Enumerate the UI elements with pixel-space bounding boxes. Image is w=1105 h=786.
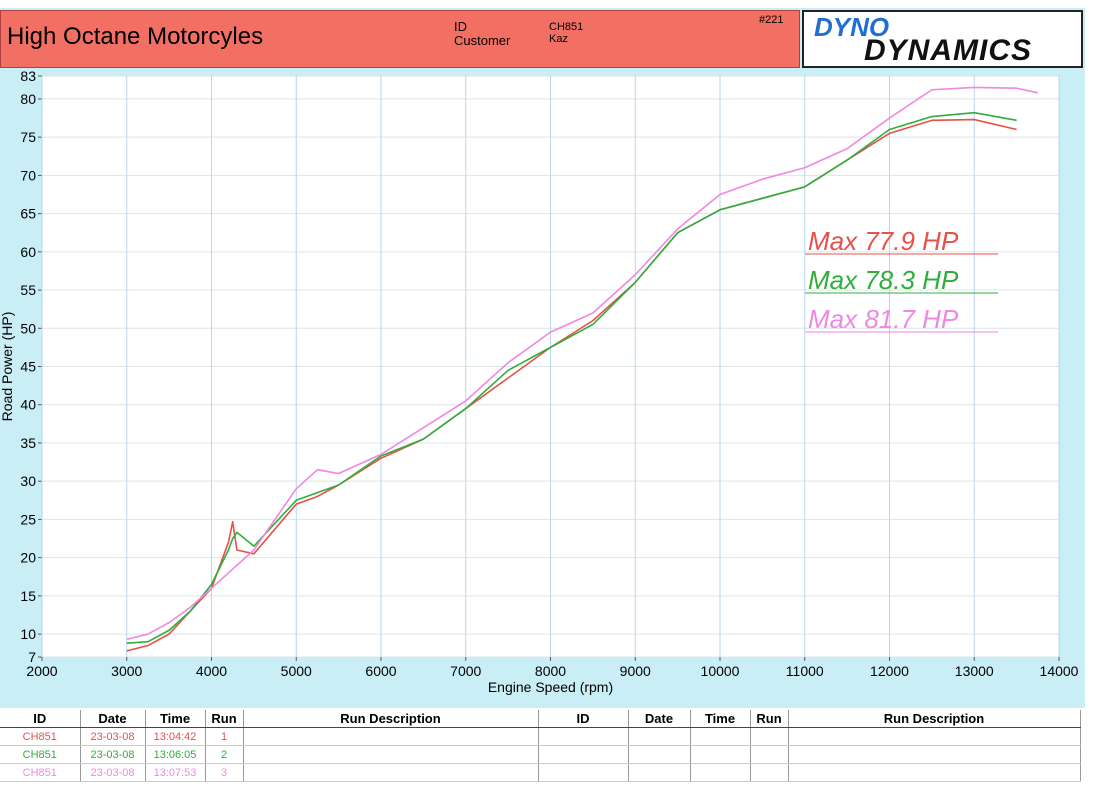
table-row: CH851 23-03-08 13:06:05 2 [0,745,1081,764]
logo-top: DYNO [814,12,890,42]
max-annotation: Max 77.9 HP [808,226,959,256]
column-header: Run [205,710,244,728]
y-tick-label: 30 [20,473,36,489]
y-tick-label: 70 [20,167,36,183]
x-tick-label: 4000 [196,663,227,679]
table-cell [628,727,691,746]
column-header: Date [80,710,146,728]
y-tick-label: 40 [20,397,36,413]
x-tick-label: 8000 [535,663,566,679]
x-axis-label: Engine Speed (rpm) [488,679,613,695]
x-tick-label: 6000 [365,663,396,679]
column-header: Run Description [243,710,539,728]
table-cell: CH851 [0,727,81,746]
table-cell [750,727,789,746]
y-tick-label: 75 [20,129,36,145]
logo: DYNO DYNAMICS [802,10,1083,68]
column-header: Run [750,710,789,728]
x-tick-label: 12000 [870,663,909,679]
y-tick-label: 50 [20,320,36,336]
x-tick-label: 10000 [701,663,740,679]
record-number: #221 [759,14,784,26]
x-tick-label: 13000 [955,663,994,679]
y-tick-label: 55 [20,282,36,298]
table-cell: 13:06:05 [145,745,206,764]
table-cell [628,745,691,764]
table-cell [788,763,1081,782]
x-tick-label: 11000 [786,663,824,679]
y-tick-label: 65 [20,206,36,222]
table-cell [750,745,789,764]
table-cell [243,745,539,764]
column-header: Time [690,710,751,728]
table-cell [243,763,539,782]
x-tick-label: 7000 [450,663,481,679]
y-axis-label: Road Power (HP) [0,312,15,422]
run-table: ID Date Time Run Run Description ID Date Time Ru… [0,710,1081,782]
table-cell [690,763,751,782]
table-cell [690,727,751,746]
series-line [126,111,1017,645]
table-row: CH851 23-03-08 13:07:53 3 [0,763,1081,782]
y-tick-label: 83 [20,68,36,84]
table-cell: 1 [205,727,244,746]
table-cell: CH851 [0,763,81,782]
table-cell [538,763,629,782]
max-annotation: Max 78.3 HP [808,265,959,295]
header: High Octane Motorcyles ID Customer CH851… [0,10,800,68]
table-cell [538,745,629,764]
series-line [126,86,1038,641]
max-annotation: Max 81.7 HP [808,304,959,334]
customer-label: Customer [454,33,511,48]
column-header: ID [538,710,629,728]
table-cell: 23-03-08 [80,727,146,746]
x-tick-label: 5000 [281,663,312,679]
y-tick-label: 15 [20,588,36,604]
y-tick-label: 10 [20,626,36,642]
column-header: ID [0,710,81,728]
column-header: Run Description [788,710,1081,728]
y-tick-label: 20 [20,550,36,566]
table-cell [690,745,751,764]
table-cell: 3 [205,763,244,782]
table-cell: CH851 [0,745,81,764]
x-tick-label: 2000 [26,663,57,679]
table-cell [788,745,1081,764]
y-tick-label: 60 [20,244,36,260]
customer-value: Kaz [549,33,568,45]
table-cell [538,727,629,746]
x-tick-label: 9000 [620,663,651,679]
column-header: Date [628,710,691,728]
table-cell [788,727,1081,746]
column-header: Time [145,710,206,728]
id-value: CH851 [549,21,584,33]
x-tick-label: 3000 [111,663,142,679]
x-tick-label: 14000 [1040,663,1079,679]
table-row: CH851 23-03-08 13:04:42 1 [0,727,1081,746]
table-cell [750,763,789,782]
y-tick-label: 80 [20,91,36,107]
chart: 7 10 15 20 25 30 35 40 45 50 55 60 65 70 75 80 83 2000 300… [0,68,1079,695]
title: High Octane Motorcyles [7,23,264,50]
table-cell: 23-03-08 [80,763,146,782]
table-cell: 13:04:42 [145,727,206,746]
logo-bottom: DYNAMICS [864,34,1033,67]
y-tick-label: 35 [20,435,36,451]
y-tick-label: 45 [20,359,36,375]
y-tick-label: 7 [28,649,36,665]
table-cell: 23-03-08 [80,745,146,764]
table-cell [628,763,691,782]
table-cell: 2 [205,745,244,764]
y-tick-label: 25 [20,511,36,527]
table-cell: 13:07:53 [145,763,206,782]
id-label: ID [454,19,467,34]
table-cell [243,727,539,746]
